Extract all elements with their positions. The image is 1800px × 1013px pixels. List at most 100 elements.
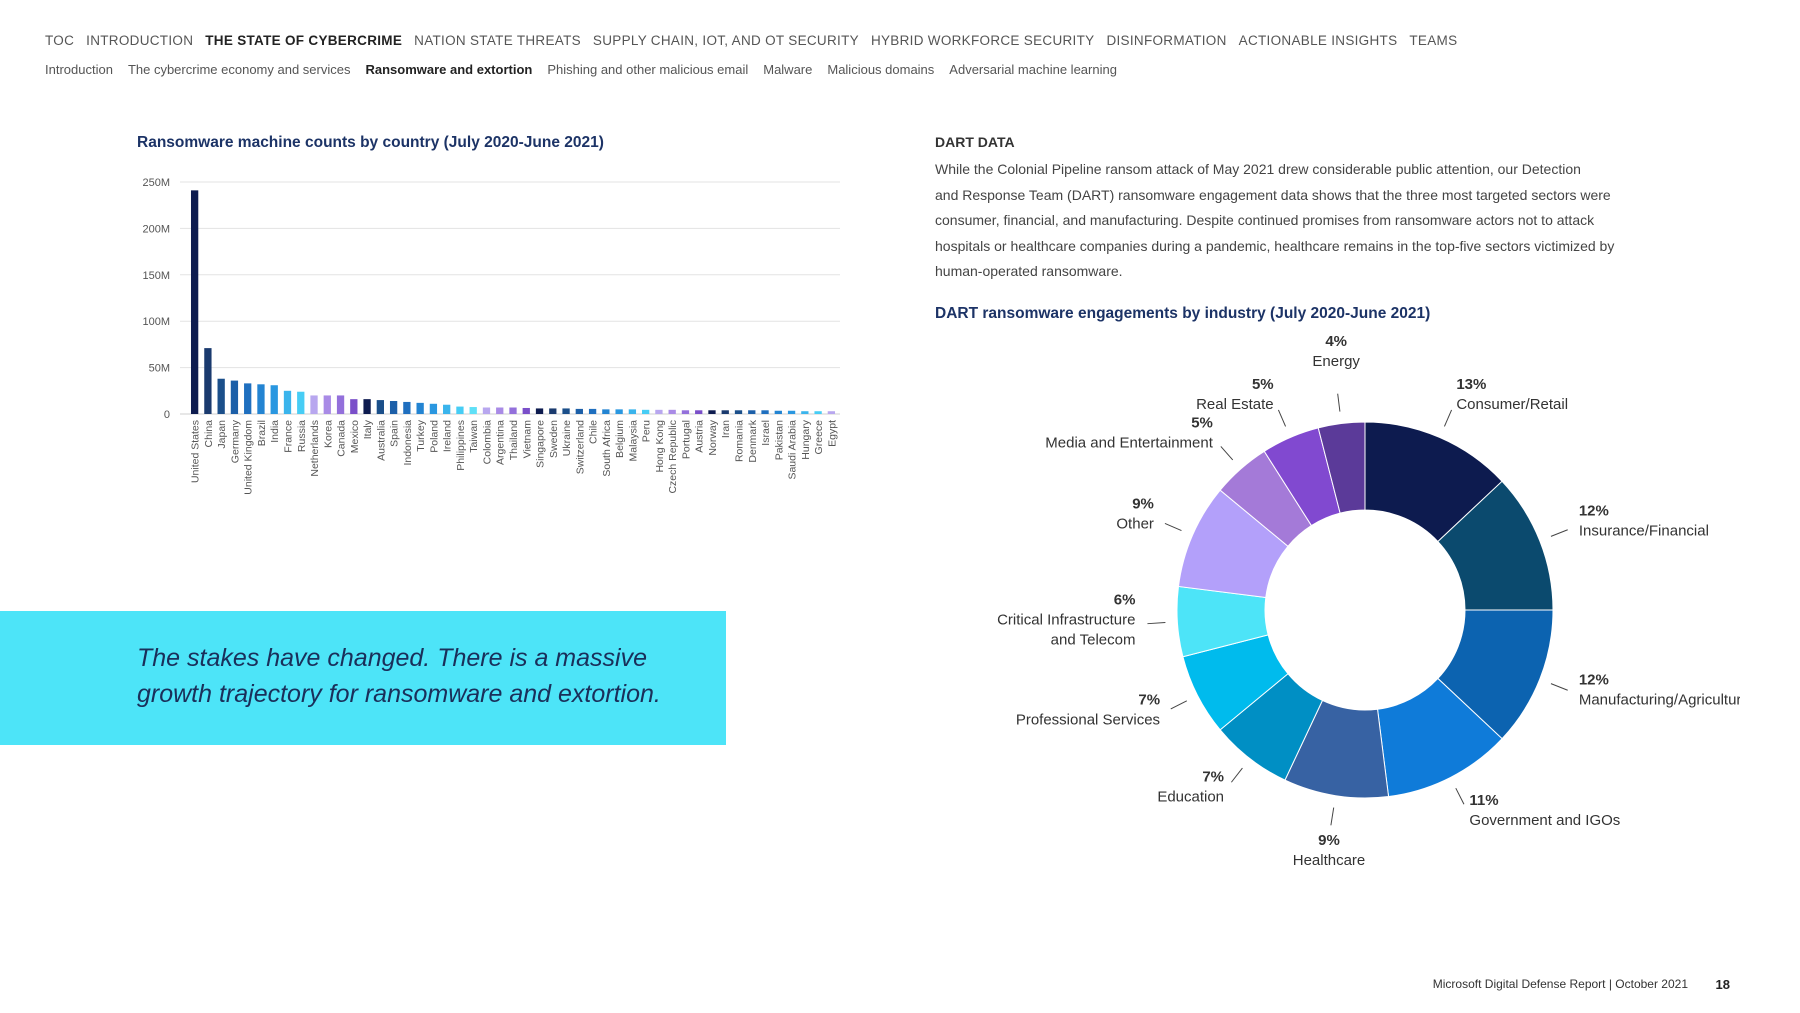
topnav-toc[interactable]: TOC [45,33,75,48]
bar [496,407,504,414]
bar [535,408,544,414]
topnav-supply-chain[interactable]: SUPPLY CHAIN, IOT, AND OT SECURITY [592,33,859,48]
bar [642,409,650,414]
y-tick-label: 150M [142,270,170,282]
x-tick-label: Singapore [535,420,547,468]
slice-category-label: Education [1157,789,1224,806]
x-tick-label: Israel [760,420,772,446]
x-tick-label: Russia [296,420,308,452]
leader-line [1147,622,1166,625]
bar [695,410,703,414]
topnav-teams[interactable]: TEAMS [1409,33,1458,48]
bar [509,407,517,414]
top-navigation: TOC INTRODUCTION THE STATE OF CYBERCRIME… [45,33,1457,48]
x-tick-label: Australia [375,420,387,461]
x-tick-label: Saudi Arabia [787,420,799,480]
topnav-hybrid-workforce[interactable]: HYBRID WORKFORCE SECURITY [870,33,1095,48]
pull-quote-line: growth trajectory for ransomware and ext… [137,680,661,708]
donut-chart-title: DART ransomware engagements by industry … [935,305,1431,322]
bar [734,410,743,414]
x-tick-label: Sweden [548,420,560,458]
bar [748,410,756,414]
x-tick-label: Greece [813,420,825,455]
ransomware-by-country-chart: 0 50M 100M 150M 200M 250M United States China Ja… [142,177,840,495]
bar [814,411,822,414]
topnav-nation-state-threats[interactable]: NATION STATE THREATS [414,33,581,48]
bar [721,410,729,414]
bar [588,408,597,414]
dart-engagements-donut-chart: 13% Consumer/Retail 12% Insurance/Financial… [997,333,1740,869]
x-tick-label: Philippines [455,420,467,471]
x-tick-label: Brazil [256,420,268,446]
bar [416,402,424,414]
bar [350,399,358,414]
x-tick-label: China [203,420,215,448]
bar [482,407,491,414]
bar [363,399,371,414]
dart-line: While the Colonial Pipeline ransom attac… [935,161,1581,177]
x-tick-label: Austria [694,420,706,453]
x-tick-label: Mexico [349,420,361,453]
x-tick-label: Colombia [481,420,493,465]
leader-line [1455,787,1465,805]
slice-percent-label: 12% [1579,502,1609,519]
subnav-adversarial-ml[interactable]: Adversarial machine learning [949,62,1117,77]
bar-chart-title: Ransomware machine counts by country (Ju… [137,134,604,151]
bar [443,404,451,414]
topnav-actionable-insights[interactable]: ACTIONABLE INSIGHTS [1238,33,1398,48]
x-tick-label: Belgium [614,420,626,458]
x-tick-label: Japan [216,420,228,449]
topnav-introduction[interactable]: INTRODUCTION [86,33,194,48]
y-tick-label: 50M [149,363,170,375]
x-tick-label: United States [190,420,202,483]
y-tick-label: 100M [142,316,170,328]
x-tick-label: Turkey [415,419,427,451]
subnav-ransomware[interactable]: Ransomware and extortion [365,62,533,77]
bar [549,408,557,414]
bar [283,390,292,414]
slice-category-label: Real Estate [1196,396,1274,413]
y-tick-label: 0 [164,409,170,421]
slice-category-label: Insurance/Financial [1579,522,1709,539]
bar [389,401,398,414]
x-tick-label: Canada [336,420,348,457]
x-tick-label: United Kingdom [243,420,255,495]
slice-percent-label: 9% [1132,496,1154,513]
topnav-disinformation[interactable]: DISINFORMATION [1106,33,1227,48]
slice-percent-label: 5% [1252,376,1274,393]
x-tick-label: Czech Republic [667,420,679,494]
bar [615,409,623,414]
leader-line [1220,446,1234,461]
dart-paragraph: While the Colonial Pipeline ransom attac… [935,157,1675,285]
subnav-phishing[interactable]: Phishing and other malicious email [547,62,749,77]
pull-quote-band [0,611,726,745]
slice-category-label: Professional Services [1016,711,1160,728]
subnav-introduction[interactable]: Introduction [45,62,113,77]
subnav-cybercrime-economy[interactable]: The cybercrime economy and services [127,62,351,77]
x-tick-label: Vietnam [521,420,533,459]
subnav-malicious-domains[interactable]: Malicious domains [827,62,935,77]
dart-line: consumer, financial, and manufacturing. … [935,212,1595,228]
bar [217,378,225,414]
slice-category-label: Energy [1312,353,1360,370]
x-tick-label: Poland [428,420,440,453]
slice-category-label: Government and IGOs [1469,812,1620,829]
x-tick-label: Argentina [495,420,507,465]
y-tick-label: 200M [142,223,170,235]
x-tick-label: Chile [588,420,600,444]
x-tick-label: Thailand [508,420,520,460]
x-tick-label: Denmark [747,419,759,462]
bar [310,395,318,414]
bar [456,406,464,414]
bar [575,408,583,414]
x-tick-label: Ireland [442,420,454,452]
bar [429,403,438,414]
bar [827,411,836,414]
bar [681,410,690,414]
bar [244,383,252,414]
topnav-state-of-cybercrime[interactable]: THE STATE OF CYBERCRIME [205,33,403,48]
slice-percent-label: 7% [1202,769,1224,786]
leader-line [1164,522,1182,532]
subnav-malware[interactable]: Malware [763,62,813,77]
footer-text: Microsoft Digital Defense Report | Octob… [1432,977,1688,991]
